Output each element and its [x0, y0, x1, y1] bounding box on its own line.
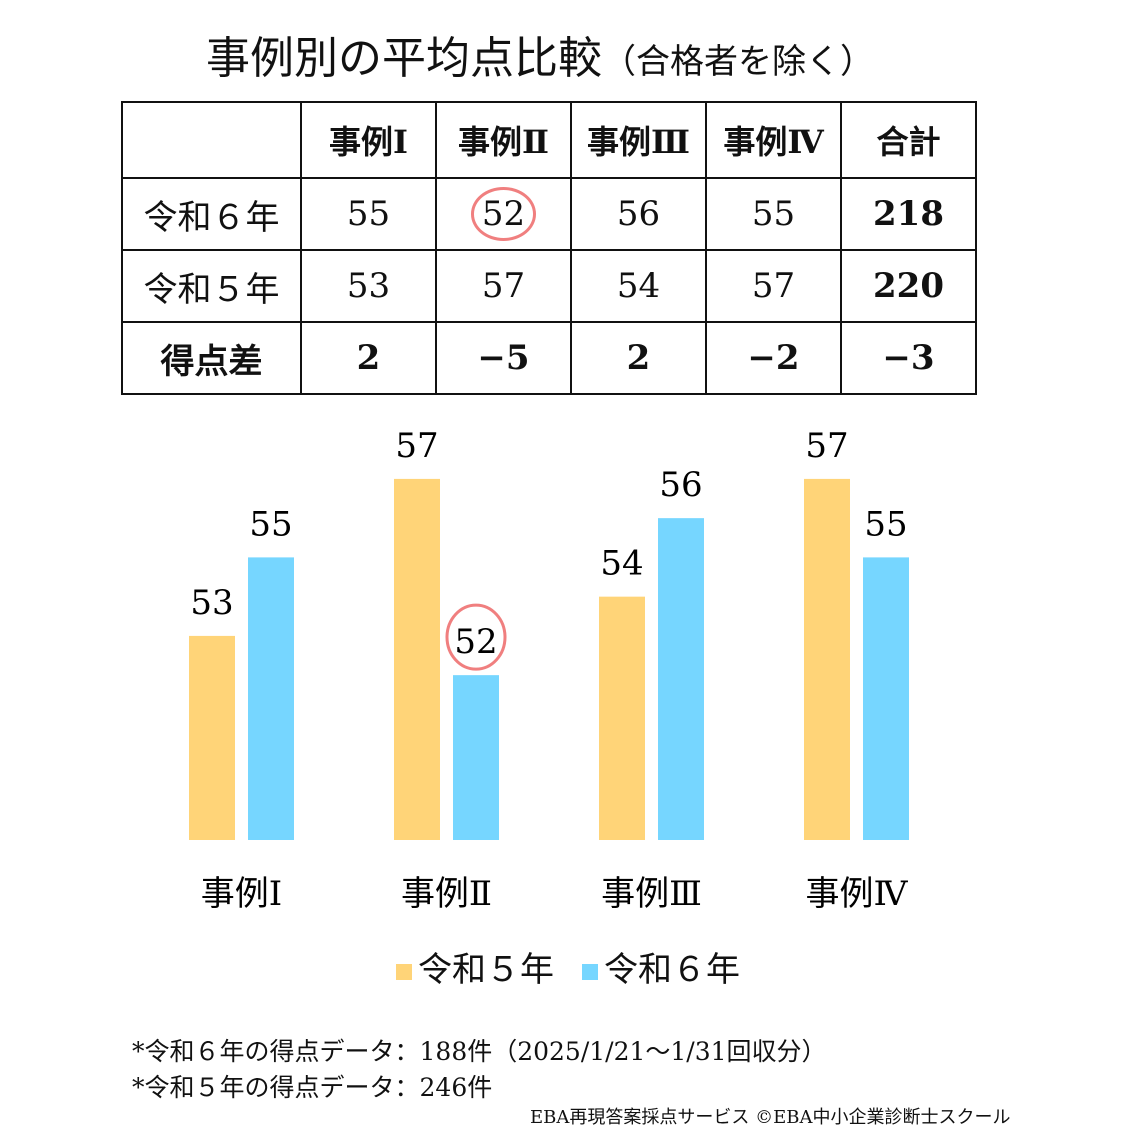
data-label: 53: [190, 583, 233, 623]
total-cell: −3: [840, 321, 977, 395]
legend-label: 令和６年: [604, 950, 740, 990]
data-label: 55: [249, 504, 292, 544]
legend-item: 令和５年: [396, 942, 554, 991]
cell: 55: [705, 177, 842, 251]
legend-label: 令和５年: [418, 950, 554, 990]
table-header-row: 事例Ⅰ 事例Ⅱ 事例Ⅲ 事例Ⅳ 合計: [121, 101, 977, 179]
credit: EBA再現答案採点サービス ©EBA中小企業診断士スクール: [530, 1107, 1011, 1128]
page-title: 事例別の平均点比較（合格者を除く）: [0, 22, 1080, 86]
data-label: 54: [600, 544, 643, 584]
subtitle: （合格者を除く）: [602, 42, 874, 82]
header-cell: 事例Ⅰ: [300, 101, 437, 179]
footnote: *令和６年の得点データ：188件（2025/1/21〜1/31回収分）: [132, 1037, 827, 1066]
data-label: 57: [395, 426, 438, 466]
row-label: 令和６年: [121, 177, 302, 251]
header-cell: 事例Ⅳ: [705, 101, 842, 179]
bar: [248, 557, 294, 840]
category-label: 事例Ⅳ: [806, 874, 909, 914]
footnote: *令和５年の得点データ：246件: [132, 1073, 493, 1102]
bar: [804, 478, 850, 840]
table-row: 令和６年 55 52 56 55 218: [121, 177, 977, 251]
cell: 57: [435, 249, 572, 323]
bar: [658, 518, 704, 840]
table-row: 令和５年 53 57 54 57 220: [121, 249, 977, 323]
cell: −5: [435, 321, 572, 395]
bar: [189, 635, 235, 840]
legend-swatch: [582, 964, 598, 980]
bar: [863, 557, 909, 840]
data-label: 55: [864, 504, 907, 544]
title-text: 事例別の平均点比較: [206, 33, 602, 84]
cell: 57: [705, 249, 842, 323]
cell: 55: [300, 177, 437, 251]
header-cell: 事例Ⅲ: [570, 101, 707, 179]
row-label: 令和５年: [121, 249, 302, 323]
header-cell: [121, 101, 302, 179]
cell: 52: [435, 177, 572, 251]
category-label: 事例Ⅱ: [401, 874, 492, 914]
data-label: 56: [659, 465, 702, 505]
legend-item: 令和６年: [582, 942, 740, 991]
header-cell: 事例Ⅱ: [435, 101, 572, 179]
cell: 56: [570, 177, 707, 251]
score-table: 事例Ⅰ 事例Ⅱ 事例Ⅲ 事例Ⅳ 合計 令和６年 55 52 56 55 218 …: [121, 101, 977, 395]
legend-swatch: [396, 964, 412, 980]
total-cell: 218: [840, 177, 977, 251]
row-label: 得点差: [121, 321, 302, 395]
cell: 2: [300, 321, 437, 395]
highlight-circle: [445, 603, 507, 671]
cell: 2: [570, 321, 707, 395]
data-label: 52: [454, 622, 497, 662]
table-row: 得点差 2 −5 2 −2 −3: [121, 321, 977, 395]
data-label: 57: [805, 426, 848, 466]
category-label: 事例Ⅰ: [201, 874, 282, 914]
bar: [394, 478, 440, 840]
bar: [453, 675, 499, 840]
cell: 54: [570, 249, 707, 323]
total-cell: 220: [840, 249, 977, 323]
cell: 53: [300, 249, 437, 323]
header-cell: 合計: [840, 101, 977, 179]
cell: −2: [705, 321, 842, 395]
bar: [599, 596, 645, 840]
legend: 令和５年 令和６年: [396, 942, 740, 991]
category-label: 事例Ⅲ: [601, 874, 702, 914]
highlight-circle: 52: [470, 187, 537, 241]
